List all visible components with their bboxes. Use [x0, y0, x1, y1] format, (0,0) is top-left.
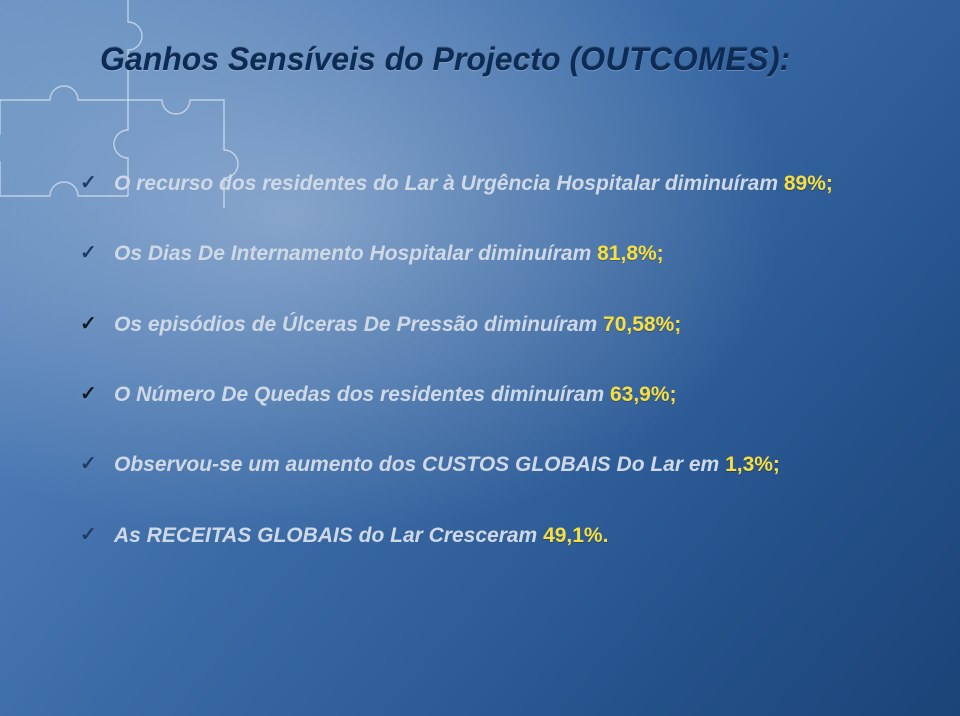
bullet-text: Observou-se um aumento dos CUSTOS GLOBAI… [114, 453, 725, 476]
bullet-text: O Número De Quedas dos residentes diminu… [114, 383, 610, 406]
list-item: O Número De Quedas dos residentes diminu… [80, 381, 900, 409]
bullet-list: O recurso dos residentes do Lar à Urgênc… [80, 170, 900, 592]
bullet-highlight: 63,9%; [610, 383, 677, 406]
slide-title: Ganhos Sensíveis do Projecto (OUTCOMES): [100, 40, 880, 78]
bullet-text: O recurso dos residentes do Lar à Urgênc… [114, 172, 784, 195]
list-item: Os episódios de Úlceras De Pressão dimin… [80, 311, 900, 339]
list-item: As RECEITAS GLOBAIS do Lar Cresceram 49,… [80, 522, 900, 550]
list-item: O recurso dos residentes do Lar à Urgênc… [80, 170, 900, 198]
list-item: Os Dias De Internamento Hospitalar dimin… [80, 240, 900, 268]
bullet-text: As RECEITAS GLOBAIS do Lar Cresceram [114, 524, 543, 547]
list-item: Observou-se um aumento dos CUSTOS GLOBAI… [80, 451, 900, 479]
bullet-text: Os episódios de Úlceras De Pressão dimin… [114, 313, 603, 336]
bullet-highlight: 49,1%. [543, 524, 608, 547]
slide: Ganhos Sensíveis do Projecto (OUTCOMES):… [0, 0, 960, 716]
title-suffix: ): [769, 41, 790, 77]
bullet-highlight: 81,8%; [597, 242, 664, 265]
bullet-highlight: 89%; [784, 172, 833, 195]
title-prefix: Ganhos Sensíveis do Projecto ( [100, 41, 580, 77]
bullet-text: Os Dias De Internamento Hospitalar dimin… [114, 242, 597, 265]
bullet-highlight: 70,58%; [603, 313, 681, 336]
bullet-highlight: 1,3%; [725, 453, 780, 476]
title-outcomes: OUTCOMES [580, 41, 769, 77]
